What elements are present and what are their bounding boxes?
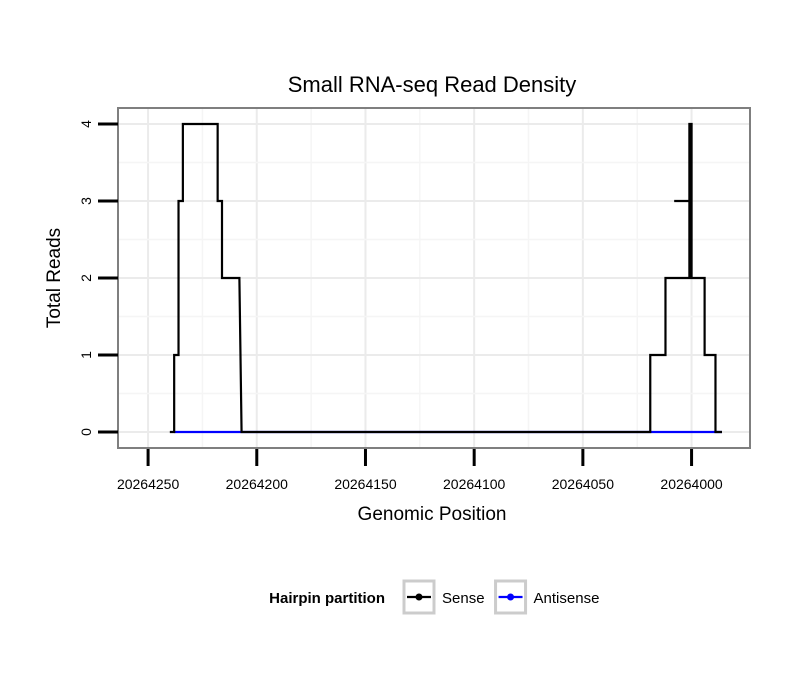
legend-title: Hairpin partition [269, 590, 385, 607]
x-axis-label: Genomic Position [358, 504, 507, 525]
y-axis-label: Total Reads [44, 228, 65, 328]
x-tick-label: 20264000 [660, 476, 723, 492]
legend-items: Sense Antisense [402, 579, 600, 615]
y-tick-label: 3 [78, 197, 94, 205]
legend-label-antisense: Antisense [534, 590, 600, 607]
legend-key-marker-sense [415, 593, 423, 601]
series-layer [169, 122, 722, 434]
y-tick-label: 4 [78, 120, 94, 128]
x-tick-label: 20264150 [334, 476, 397, 492]
chart-title: Small RNA-seq Read Density [288, 72, 577, 97]
legend: Hairpin partition Sense Antisense [269, 579, 600, 615]
legend-label-sense: Sense [442, 590, 485, 607]
y-tick-label: 1 [78, 351, 94, 359]
x-tick-label: 20264050 [552, 476, 615, 492]
y-tick-label: 2 [78, 274, 94, 282]
x-tick-label: 20264200 [226, 476, 289, 492]
legend-key-marker-antisense [507, 593, 515, 601]
y-tick-label: 0 [78, 428, 94, 436]
x-tick-label: 20264100 [443, 476, 506, 492]
x-tick-label: 20264250 [117, 476, 180, 492]
series-line-sense [169, 122, 722, 434]
x-axis: 20264250 20264200 20264150 20264100 20264050… [117, 449, 723, 492]
y-axis: 0 1 2 3 4 [78, 120, 118, 436]
